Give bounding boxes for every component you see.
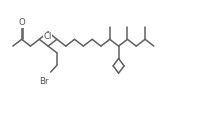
Text: Br: Br <box>39 77 49 86</box>
Text: O: O <box>18 18 25 27</box>
Text: Cl: Cl <box>43 32 52 41</box>
